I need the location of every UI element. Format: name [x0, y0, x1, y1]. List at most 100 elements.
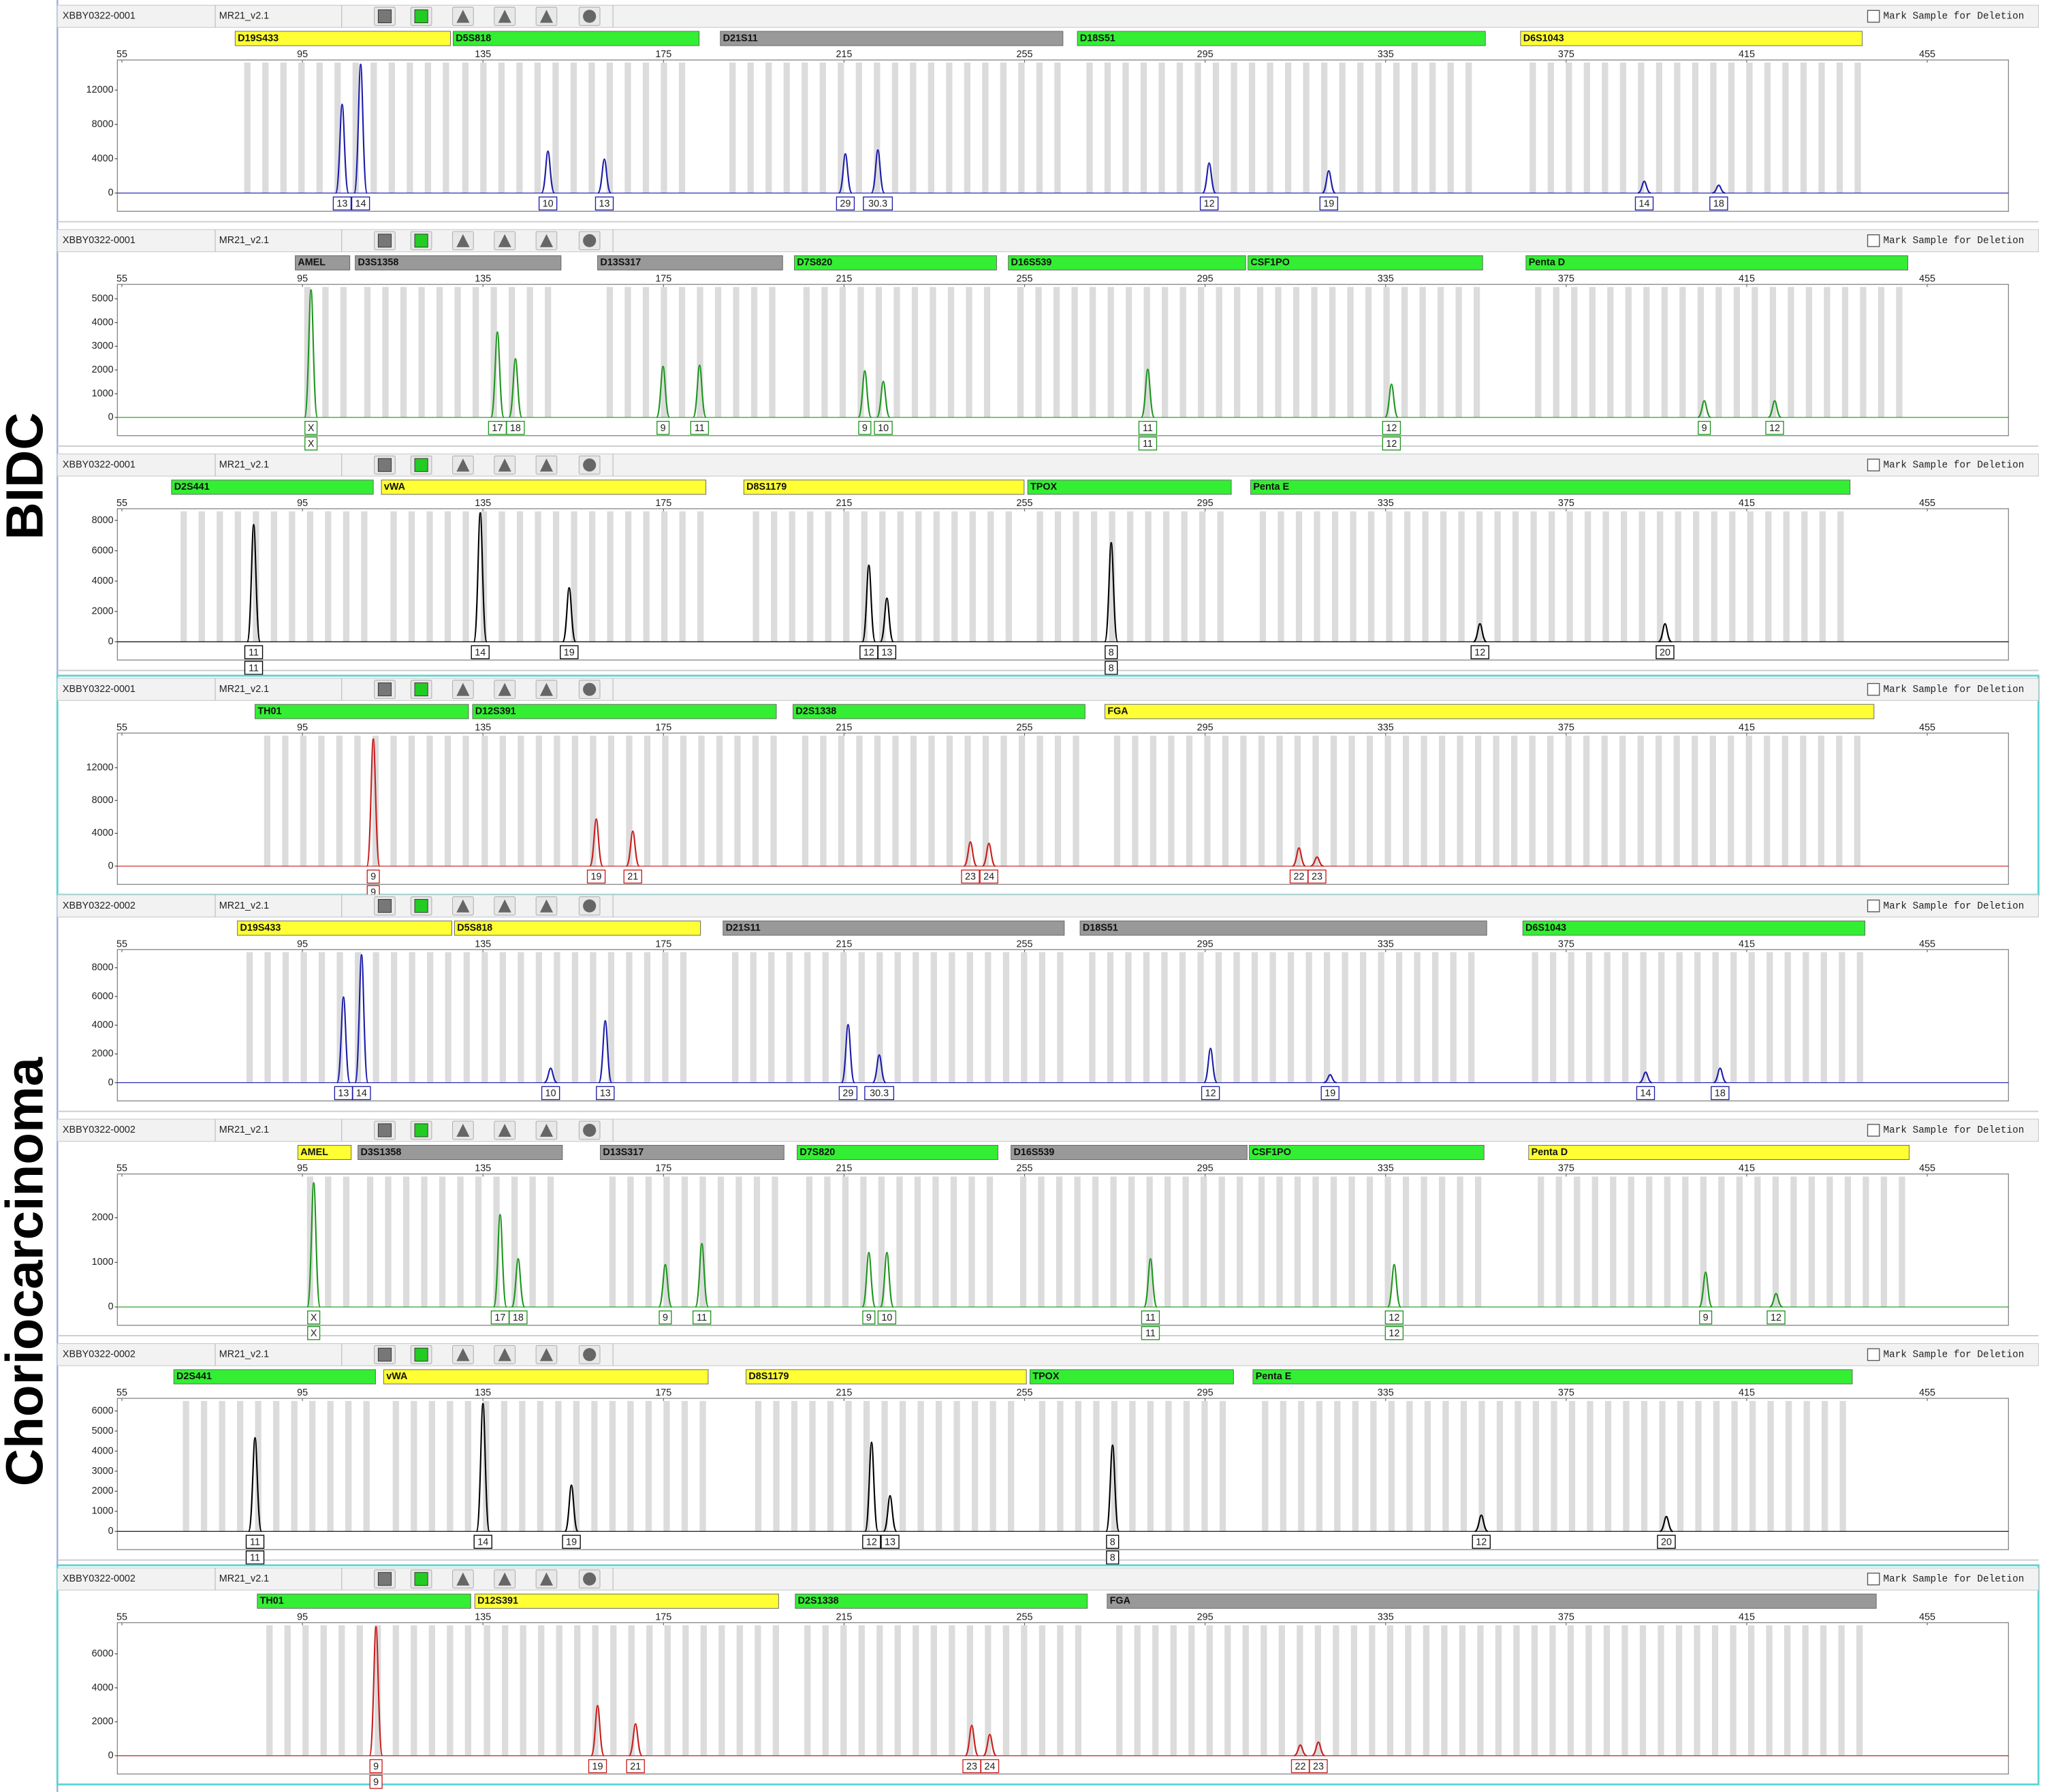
checkbox[interactable]	[1867, 1124, 1880, 1137]
allele-box	[1201, 1086, 1220, 1101]
bin	[930, 952, 937, 1083]
allele-label: 23	[1312, 872, 1322, 883]
checkbox[interactable]	[1867, 899, 1880, 913]
bin	[1170, 1625, 1177, 1756]
y-tick-label: 0	[108, 1526, 114, 1537]
checkbox[interactable]	[1867, 458, 1880, 472]
bin	[1134, 1625, 1141, 1756]
bin	[1116, 1625, 1123, 1756]
allele-box	[1309, 1759, 1328, 1774]
allele-box	[1106, 1550, 1120, 1565]
allele-label: X	[308, 423, 315, 434]
bin	[1785, 1400, 1792, 1532]
bin	[786, 952, 793, 1083]
y-tick-label: 0	[108, 1302, 114, 1312]
x-tick-label: 455	[1919, 1387, 1935, 1398]
bin	[928, 62, 934, 193]
bin	[447, 1625, 454, 1756]
peak	[1769, 1293, 1784, 1308]
bin	[1019, 1176, 1027, 1307]
checkbox[interactable]	[1867, 1572, 1880, 1586]
bin	[1747, 1625, 1755, 1756]
peak	[1659, 1515, 1674, 1532]
checkbox[interactable]	[1867, 10, 1880, 23]
allele-label: 19	[592, 1761, 603, 1772]
bin	[1566, 511, 1573, 642]
x-tick-label: 55	[116, 722, 127, 733]
x-tick-label: 55	[116, 274, 127, 285]
bin	[535, 736, 543, 866]
bin	[765, 62, 772, 193]
bin	[1198, 287, 1205, 418]
locus-name: D2S441	[176, 1371, 212, 1382]
locus-name: D8S1179	[748, 1371, 789, 1382]
bin	[1655, 736, 1662, 866]
bin	[1531, 1625, 1538, 1756]
bin	[392, 1625, 399, 1756]
x-tick-label: 135	[475, 1387, 491, 1398]
bin	[1278, 1625, 1285, 1756]
checkbox[interactable]	[1867, 234, 1880, 247]
bin	[1217, 511, 1224, 642]
allele-label: 12	[1474, 647, 1485, 658]
bin	[1143, 952, 1150, 1083]
bin	[1459, 1625, 1466, 1756]
bin	[894, 1625, 901, 1756]
checkbox[interactable]	[1867, 682, 1880, 696]
bin	[1248, 62, 1256, 193]
y-tick-label: 3000	[92, 341, 114, 351]
bin	[1748, 952, 1755, 1083]
bin	[516, 511, 524, 642]
bin	[1375, 62, 1382, 193]
bin	[806, 1176, 813, 1307]
bin	[334, 62, 341, 193]
bin	[1676, 952, 1683, 1083]
checkbox[interactable]	[1867, 1348, 1880, 1362]
bin	[592, 1625, 599, 1756]
allele-box	[560, 645, 579, 659]
peak	[590, 1705, 605, 1757]
bin	[1601, 736, 1608, 866]
bin	[1532, 1400, 1540, 1532]
bin	[270, 511, 277, 642]
x-tick-label: 255	[1017, 939, 1033, 949]
allele-box	[352, 1086, 371, 1101]
bin	[606, 287, 614, 418]
x-tick-label: 135	[475, 722, 491, 733]
header-bar	[57, 5, 2039, 28]
peak	[353, 63, 368, 194]
bin	[1256, 287, 1264, 418]
y-tick-label: 4000	[92, 317, 114, 328]
x-tick-label: 415	[1739, 1612, 1755, 1623]
bin	[1824, 287, 1830, 418]
allele-box	[596, 1086, 615, 1101]
y-tick-label: 2000	[92, 606, 114, 617]
locus-bar	[257, 1593, 471, 1609]
x-tick-label: 175	[655, 1387, 671, 1398]
button-icon	[414, 9, 428, 23]
bin	[327, 1400, 334, 1532]
locus-bar	[1105, 704, 1875, 719]
allele-box	[1472, 1535, 1491, 1549]
bin	[1388, 1400, 1395, 1532]
kit-name: MR21_v2.1	[219, 460, 269, 471]
bin	[1297, 1625, 1303, 1756]
y-tick-label: 0	[108, 187, 114, 198]
bin	[986, 1176, 994, 1307]
x-tick-label: 95	[297, 939, 308, 949]
bin	[1465, 62, 1472, 193]
bin	[1370, 1400, 1377, 1532]
bin	[444, 736, 451, 866]
bin	[1682, 1176, 1689, 1307]
bin	[1017, 287, 1024, 418]
bin	[1603, 1625, 1611, 1756]
bin	[1057, 1400, 1064, 1532]
bin	[1746, 62, 1753, 193]
allele-box	[623, 869, 642, 884]
bin	[1899, 1176, 1905, 1307]
bin	[1242, 1625, 1249, 1756]
header-bar	[57, 229, 2039, 253]
allele-box	[541, 1086, 560, 1101]
x-tick-label: 255	[1017, 1387, 1033, 1398]
bin	[1437, 287, 1444, 418]
